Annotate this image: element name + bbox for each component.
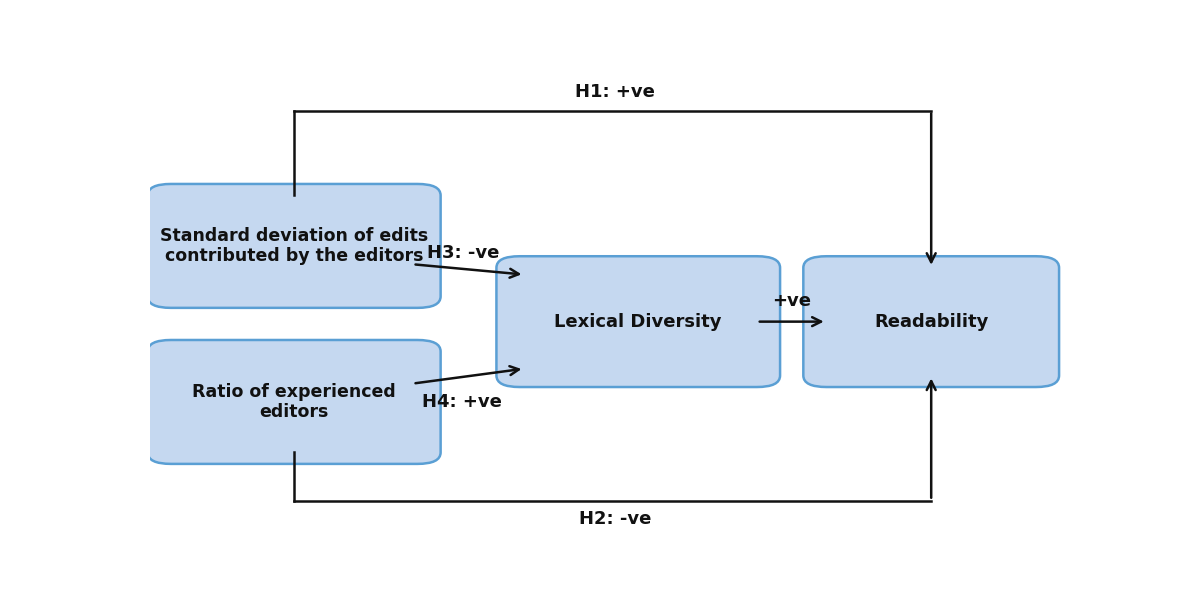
- FancyBboxPatch shape: [803, 256, 1060, 387]
- Text: H1: +ve: H1: +ve: [575, 83, 655, 101]
- FancyBboxPatch shape: [148, 340, 440, 464]
- Text: Lexical Diversity: Lexical Diversity: [554, 313, 722, 331]
- Text: H4: +ve: H4: +ve: [422, 393, 502, 411]
- Text: H2: -ve: H2: -ve: [578, 510, 652, 528]
- FancyBboxPatch shape: [497, 256, 780, 387]
- Text: Readability: Readability: [874, 313, 989, 331]
- FancyBboxPatch shape: [148, 184, 440, 308]
- Text: Ratio of experienced
editors: Ratio of experienced editors: [192, 383, 396, 421]
- Text: Standard deviation of edits
contributed by the editors: Standard deviation of edits contributed …: [160, 226, 428, 265]
- Text: +ve: +ve: [773, 292, 811, 310]
- Text: H3: -ve: H3: -ve: [427, 244, 499, 262]
